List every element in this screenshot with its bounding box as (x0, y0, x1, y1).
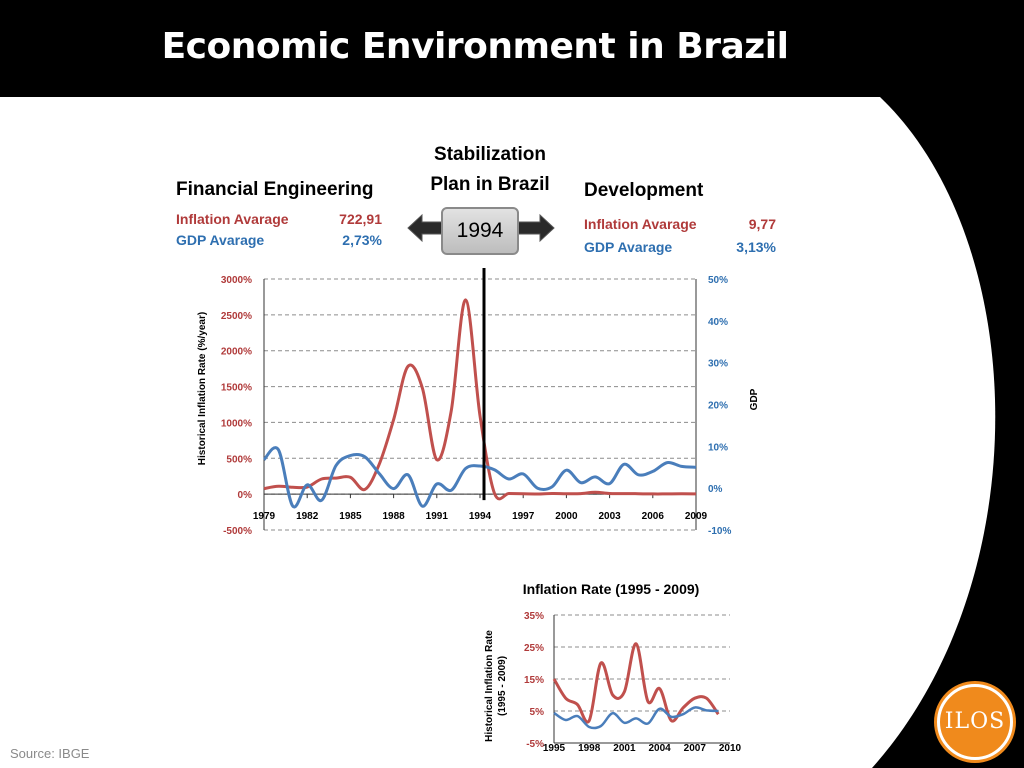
year-1994-box: 1994 (441, 207, 519, 255)
y-tick-label: 500% (226, 454, 252, 465)
inflation-1995-2009-chart: Inflation Rate (1995 - 2009) -5% 5% 15% 25% 3… (484, 581, 742, 754)
right-inflation-label: Inflation Avarage (584, 216, 697, 232)
x-tick-label: 2010 (719, 743, 742, 754)
page-title: Economic Environment in Brazil (161, 26, 789, 67)
x-tick-label: 1979 (253, 511, 276, 522)
x-tick-label: 2004 (648, 743, 671, 754)
left-inflation-label: Inflation Avarage (176, 211, 289, 227)
series-line-gdp (553, 706, 719, 730)
x-tick-label: 1997 (512, 511, 535, 522)
logo-text: ILOS (944, 709, 1006, 734)
left-inflation-value: 722,91 (339, 211, 382, 227)
y-tick-label: -500% (223, 526, 252, 537)
x-tick-label: 2009 (685, 511, 708, 522)
left-heading: Financial Engineering (176, 179, 374, 200)
y-axis-title: Historical Inflation Rate (1995 - 2009) (484, 630, 508, 742)
left-gdp-value: 2,73% (342, 232, 382, 248)
x-tick-label: 1985 (339, 511, 362, 522)
x-tick-label: 2001 (613, 743, 636, 754)
x-tick-label: 2007 (684, 743, 707, 754)
right-gdp-label: GDP Avarage (584, 239, 673, 255)
left-arrow-icon (407, 213, 445, 243)
source-note: Source: IBGE (10, 746, 90, 761)
series-line-inflation (552, 642, 720, 724)
y-tick-label: 0% (238, 490, 253, 501)
right-heading: Development (584, 180, 704, 201)
y-tick-label: 2500% (221, 311, 252, 322)
x-tick-label: 1988 (382, 511, 405, 522)
y-axis-title: Historical Inflation Rate (%/year) (197, 312, 208, 465)
stabilization-title: Stabilization Plan in Brazil (420, 140, 560, 200)
x-tick-label: 1991 (426, 511, 449, 522)
y-tick-label: 2000% (221, 347, 252, 358)
x-tick-label: 1994 (469, 511, 492, 522)
right-gdp-value: 3,13% (736, 239, 776, 255)
x-tick-label: 1995 (543, 743, 566, 754)
series-line-inflation (263, 298, 697, 501)
y-tick-label: 3000% (221, 275, 252, 286)
white-content-area (0, 97, 996, 768)
y2-tick-label: 40% (708, 317, 728, 328)
y-tick-label: 25% (524, 643, 544, 654)
main-inflation-gdp-chart: -500% 0% 500% 1000% 1500% 2000% 2500% 3000% -10%… (197, 268, 760, 537)
x-tick-label: 2000 (555, 511, 578, 522)
y2-tick-label: 30% (708, 359, 728, 370)
y2-tick-label: -10% (708, 526, 731, 537)
y-tick-label: 1500% (221, 383, 252, 394)
y2-tick-label: 0% (708, 484, 723, 495)
stabilization-title-line1: Stabilization (434, 144, 546, 165)
y-tick-label: 15% (524, 675, 544, 686)
right-arrow-icon (517, 213, 555, 243)
x-tick-label: 2006 (642, 511, 665, 522)
y-tick-label: 5% (530, 707, 545, 718)
y2-axis-title: GDP (749, 388, 760, 410)
ilos-logo: ILOS (937, 684, 1013, 760)
left-gdp-label: GDP Avarage (176, 232, 265, 248)
y2-tick-label: 20% (708, 401, 728, 412)
y-tick-label: 1000% (221, 418, 252, 429)
x-tick-label: 2003 (598, 511, 621, 522)
y-tick-label: -5% (526, 739, 544, 750)
y2-tick-label: 50% (708, 275, 728, 286)
x-tick-label: 1982 (296, 511, 319, 522)
small-chart-title: Inflation Rate (1995 - 2009) (523, 581, 700, 597)
y-tick-label: 35% (524, 611, 544, 622)
right-inflation-value: 9,77 (748, 216, 776, 232)
stabilization-title-line2: Plan in Brazil (430, 174, 550, 195)
y2-tick-label: 10% (708, 442, 728, 453)
x-tick-label: 1998 (578, 743, 601, 754)
